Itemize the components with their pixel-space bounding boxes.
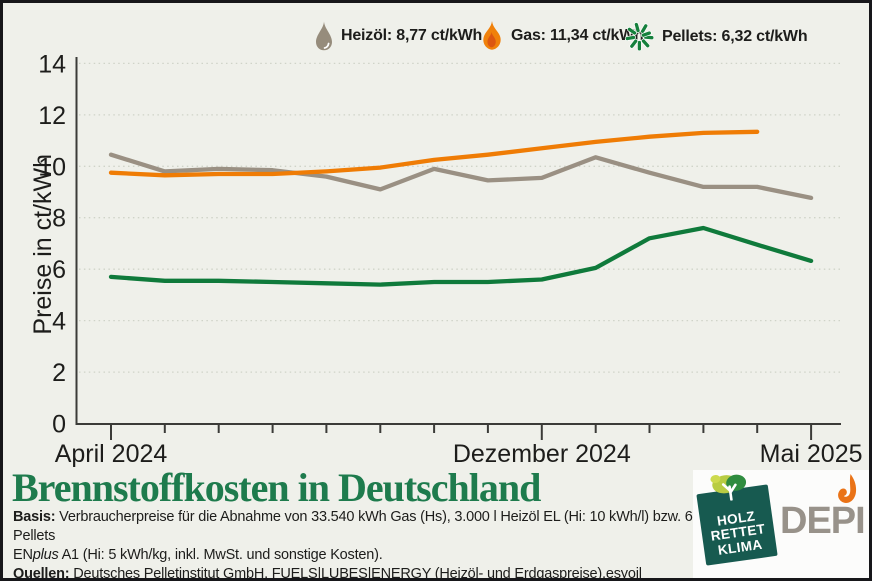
oil-drop-icon xyxy=(316,21,332,51)
depi-logo: DEPI xyxy=(780,500,866,542)
legend-label-heizoel: Heizöl: 8,77 ct/kWh xyxy=(341,27,483,44)
svg-text:6: 6 xyxy=(52,256,66,284)
svg-text:Dezember 2024: Dezember 2024 xyxy=(453,440,631,468)
basis-label: Basis: xyxy=(13,509,56,525)
footnote: Basis: Verbraucherpreise für die Abnahme… xyxy=(13,508,703,581)
y-axis-label: Preise in ct/kWh xyxy=(29,154,57,335)
logo-area: HOLZ RETTET KLIMA DEPI xyxy=(693,470,869,578)
svg-text:10: 10 xyxy=(38,153,66,181)
depi-flame-icon xyxy=(838,474,857,503)
tree-icon xyxy=(710,474,747,501)
legend-item-pellets: Pellets: 6,32 ct/kWh xyxy=(624,21,808,52)
svg-text:0: 0 xyxy=(52,411,66,439)
holz-rettet-klima-logo: HOLZ RETTET KLIMA xyxy=(696,474,778,566)
page-title: Brennstoffkosten in Deutschland xyxy=(12,465,541,510)
svg-text:14: 14 xyxy=(38,50,66,78)
gas-flame-icon xyxy=(483,21,501,50)
price-chart: 0 2 4 6 8 10 12 14 April 2024 Dezember 2024 Mai 20… xyxy=(38,50,863,468)
svg-text:Mai 2025: Mai 2025 xyxy=(760,440,863,468)
series-line-heizoel xyxy=(108,152,814,201)
legend-item-gas: Gas: 11,34 ct/kWh xyxy=(480,21,644,51)
basis-line: Basis: Verbraucherpreise für die Abnahme… xyxy=(13,509,701,563)
series-line-gas xyxy=(108,129,760,178)
chart-legend: Heizöl: 8,77 ct/kWh Gas: 11,34 ct/kWh xyxy=(3,21,869,57)
quellen-label: Quellen: xyxy=(13,566,70,581)
legend-label-pellets: Pellets: 6,32 ct/kWh xyxy=(662,27,808,45)
quellen-line: Quellen: Deutsches Pelletinstitut GmbH, … xyxy=(13,566,642,581)
svg-text:2: 2 xyxy=(52,359,66,387)
pellets-icon xyxy=(624,22,655,52)
series-line-pellets xyxy=(108,225,814,287)
svg-text:12: 12 xyxy=(38,102,66,130)
legend-item-heizoel: Heizöl: 8,77 ct/kWh xyxy=(314,21,482,51)
legend-label-gas: Gas: 11,34 ct/kWh xyxy=(511,27,644,44)
svg-text:April 2024: April 2024 xyxy=(55,440,168,468)
svg-text:8: 8 xyxy=(52,205,66,233)
svg-text:4: 4 xyxy=(52,308,66,336)
